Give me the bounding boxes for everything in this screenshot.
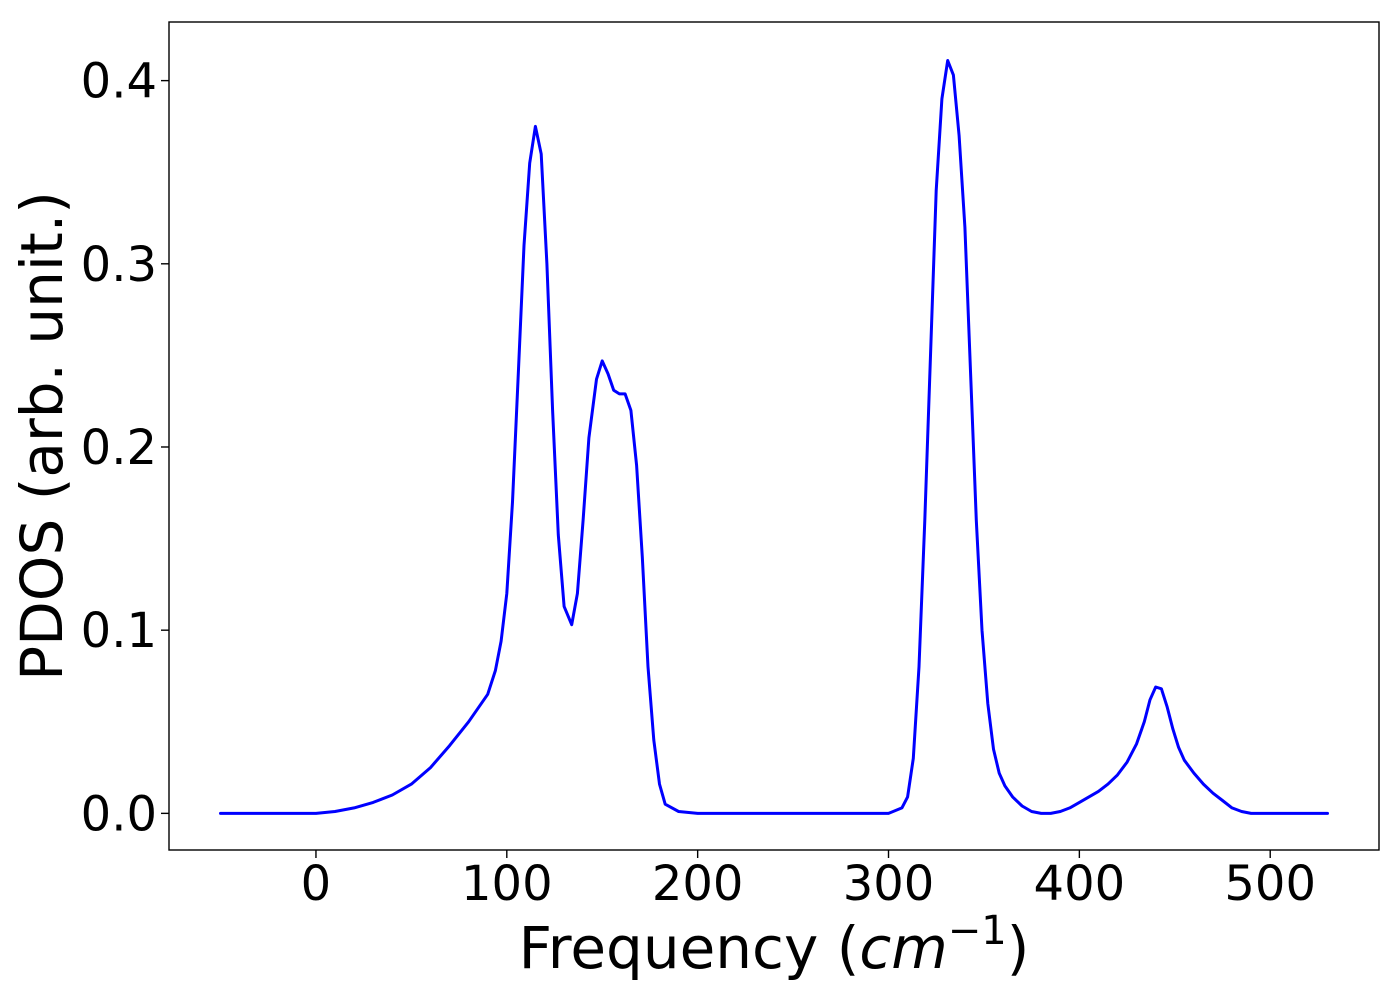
y-tick-label: 0.4 bbox=[81, 54, 157, 110]
x-axis-ticks: 0 100 200 300 400 500 bbox=[301, 850, 1316, 912]
x-tick-label: 100 bbox=[461, 856, 553, 912]
x-axis-label: Frequency (cm−1) bbox=[519, 908, 1030, 982]
y-tick-label: 0.2 bbox=[81, 420, 157, 476]
x-axis-label-exponent: −1 bbox=[948, 908, 1007, 954]
x-tick-label: 500 bbox=[1224, 856, 1316, 912]
y-axis-ticks: 0.0 0.1 0.2 0.3 0.4 bbox=[81, 54, 169, 842]
series-layer bbox=[219, 59, 1329, 815]
x-tick-label: 400 bbox=[1034, 856, 1126, 912]
x-axis-label-text: Frequency ( bbox=[519, 914, 860, 982]
x-tick-label: 0 bbox=[301, 856, 332, 912]
y-tick-label: 0.1 bbox=[81, 603, 157, 659]
plot-area-frame bbox=[168, 21, 1380, 851]
y-tick-label: 0.3 bbox=[81, 237, 157, 293]
y-axis-label: PDOS (arb. unit.) bbox=[8, 191, 76, 681]
x-axis-label-close: ) bbox=[1007, 914, 1030, 982]
x-tick-label: 200 bbox=[652, 856, 744, 912]
x-axis-label-unit: cm bbox=[859, 914, 947, 982]
pdos-series-line bbox=[219, 59, 1329, 815]
y-tick-label: 0.0 bbox=[81, 786, 157, 842]
x-tick-label: 300 bbox=[843, 856, 935, 912]
